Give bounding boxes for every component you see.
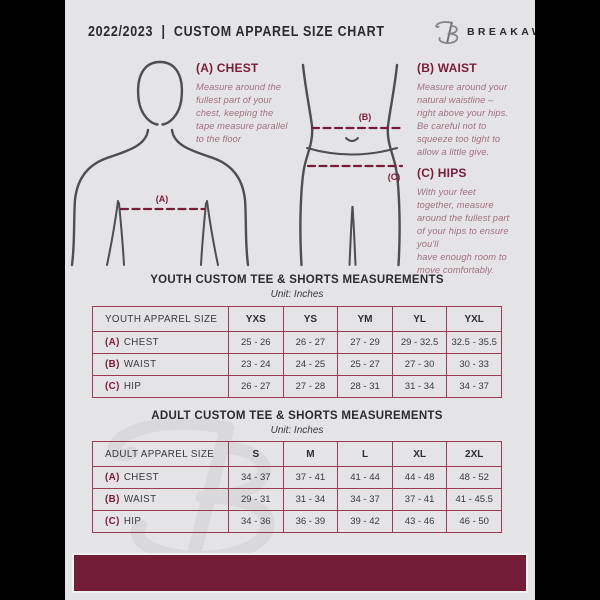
adult-table-header-label: ADULT APPAREL SIZE — [105, 448, 215, 460]
row-marker: (B) — [105, 359, 120, 370]
row-name: HIP — [123, 381, 142, 392]
youth-unit-label: Unit: Inches — [270, 289, 324, 300]
table-cell: 27 - 30 — [391, 353, 447, 375]
row-name: CHEST — [123, 337, 160, 348]
adult-size-col: XL — [391, 442, 447, 466]
youth-table-header-label: YOUTH APPAREL SIZE — [105, 313, 218, 325]
chest-description: Measure around the fullest part of your … — [196, 82, 288, 145]
youth-size-col: YXL — [446, 307, 501, 331]
table-cell: 23 - 24 — [228, 353, 283, 375]
waist-heading: (B) WAIST — [417, 61, 477, 75]
footer-accent-bar — [72, 553, 528, 593]
adult-section-title: ADULT CUSTOM TEE & SHORTS MEASUREMENTS — [151, 410, 443, 422]
table-cell: 32.5 - 35.5 — [446, 331, 501, 353]
hips-description: With your feet together, measure around … — [417, 187, 510, 276]
brand-name: BREAKAWAY — [466, 26, 535, 38]
table-cell: 37 - 41 — [282, 466, 338, 488]
row-marker: (A) — [105, 337, 120, 348]
hip-marker-label: (C) — [388, 172, 401, 182]
measurement-diagram: (A) (B) (C) — [70, 60, 405, 267]
row-marker: (C) — [105, 516, 120, 527]
youth-size-table: YOUTH APPAREL SIZE YXS YS YM YL YXL (A) C… — [92, 306, 502, 398]
adult-size-col: 2XL — [446, 442, 501, 466]
hips-heading: (C) HIPS — [417, 166, 467, 180]
row-name: WAIST — [123, 494, 157, 505]
table-cell: 41 - 45.5 — [446, 488, 501, 510]
row-name: WAIST — [123, 359, 157, 370]
adult-chest-row-label: (A) CHEST — [93, 466, 228, 488]
document-header: 2022/2023 | CUSTOM APPAREL SIZE CHART BR… — [88, 16, 535, 48]
table-cell: 31 - 34 — [391, 375, 447, 397]
chest-heading: (A) CHEST — [196, 61, 259, 75]
row-marker: (B) — [105, 494, 120, 505]
table-cell: 26 - 27 — [282, 331, 338, 353]
table-cell: 44 - 48 — [391, 466, 447, 488]
table-cell: 27 - 28 — [282, 375, 338, 397]
breakaway-watermark-icon — [107, 417, 275, 564]
breakaway-monogram-icon — [435, 20, 459, 44]
waist-instructions: (B) WAIST Measure around your natural wa… — [417, 61, 533, 159]
table-cell: 34 - 37 — [337, 488, 392, 510]
table-cell: 43 - 46 — [391, 510, 447, 532]
table-cell: 34 - 37 — [228, 466, 283, 488]
chest-instructions: (A) CHEST Measure around the fullest par… — [196, 61, 308, 146]
waist-marker-label: (B) — [359, 112, 372, 122]
torso-figure — [70, 60, 250, 267]
youth-size-col: YL — [391, 307, 447, 331]
youth-hip-row-label: (C) HIP — [93, 375, 228, 397]
table-cell: 34 - 37 — [446, 375, 501, 397]
adult-size-col: L — [337, 442, 392, 466]
youth-chest-row-label: (A) CHEST — [93, 331, 228, 353]
table-cell: 24 - 25 — [282, 353, 338, 375]
table-cell: 41 - 44 — [337, 466, 392, 488]
page-title: 2022/2023 | CUSTOM APPAREL SIZE CHART — [88, 24, 385, 40]
brand-logo: BREAKAWAY — [433, 19, 535, 46]
row-name: CHEST — [123, 472, 160, 483]
row-name: HIP — [123, 516, 142, 527]
table-cell: 27 - 29 — [337, 331, 392, 353]
row-marker: (A) — [105, 472, 120, 483]
row-marker: (C) — [105, 381, 120, 392]
lower-body-figure — [299, 63, 401, 267]
table-cell: 26 - 27 — [228, 375, 283, 397]
adult-hip-row-label: (C) HIP — [93, 510, 228, 532]
table-cell: 48 - 52 — [446, 466, 501, 488]
adult-size-col: M — [282, 442, 338, 466]
youth-size-col: YM — [337, 307, 392, 331]
table-cell: 34 - 36 — [228, 510, 283, 532]
table-cell: 29 - 32.5 — [391, 331, 447, 353]
adult-unit-label: Unit: Inches — [270, 425, 324, 436]
table-cell: 39 - 42 — [337, 510, 392, 532]
waist-description: Measure around your natural waistline – … — [417, 82, 509, 158]
youth-size-col: YS — [282, 307, 338, 331]
adult-size-col: S — [228, 442, 283, 466]
adult-waist-row-label: (B) WAIST — [93, 488, 228, 510]
table-cell: 46 - 50 — [446, 510, 501, 532]
table-cell: 29 - 31 — [228, 488, 283, 510]
youth-waist-row-label: (B) WAIST — [93, 353, 228, 375]
chest-marker-label: (A) — [156, 194, 169, 204]
size-chart-document: 2022/2023 | CUSTOM APPAREL SIZE CHART BR… — [65, 0, 535, 600]
table-cell: 25 - 26 — [228, 331, 283, 353]
youth-size-col: YXS — [228, 307, 283, 331]
youth-section-title: YOUTH CUSTOM TEE & SHORTS MEASUREMENTS — [150, 274, 444, 286]
table-cell: 30 - 33 — [446, 353, 501, 375]
table-cell: 31 - 34 — [282, 488, 338, 510]
adult-size-table: ADULT APPAREL SIZE S M L XL 2XL (A) CHEST… — [92, 441, 502, 533]
table-cell: 37 - 41 — [391, 488, 447, 510]
hips-instructions: (C) HIPS With your feet together, measur… — [417, 166, 533, 277]
table-cell: 25 - 27 — [337, 353, 392, 375]
table-cell: 28 - 31 — [337, 375, 392, 397]
table-cell: 36 - 39 — [282, 510, 338, 532]
